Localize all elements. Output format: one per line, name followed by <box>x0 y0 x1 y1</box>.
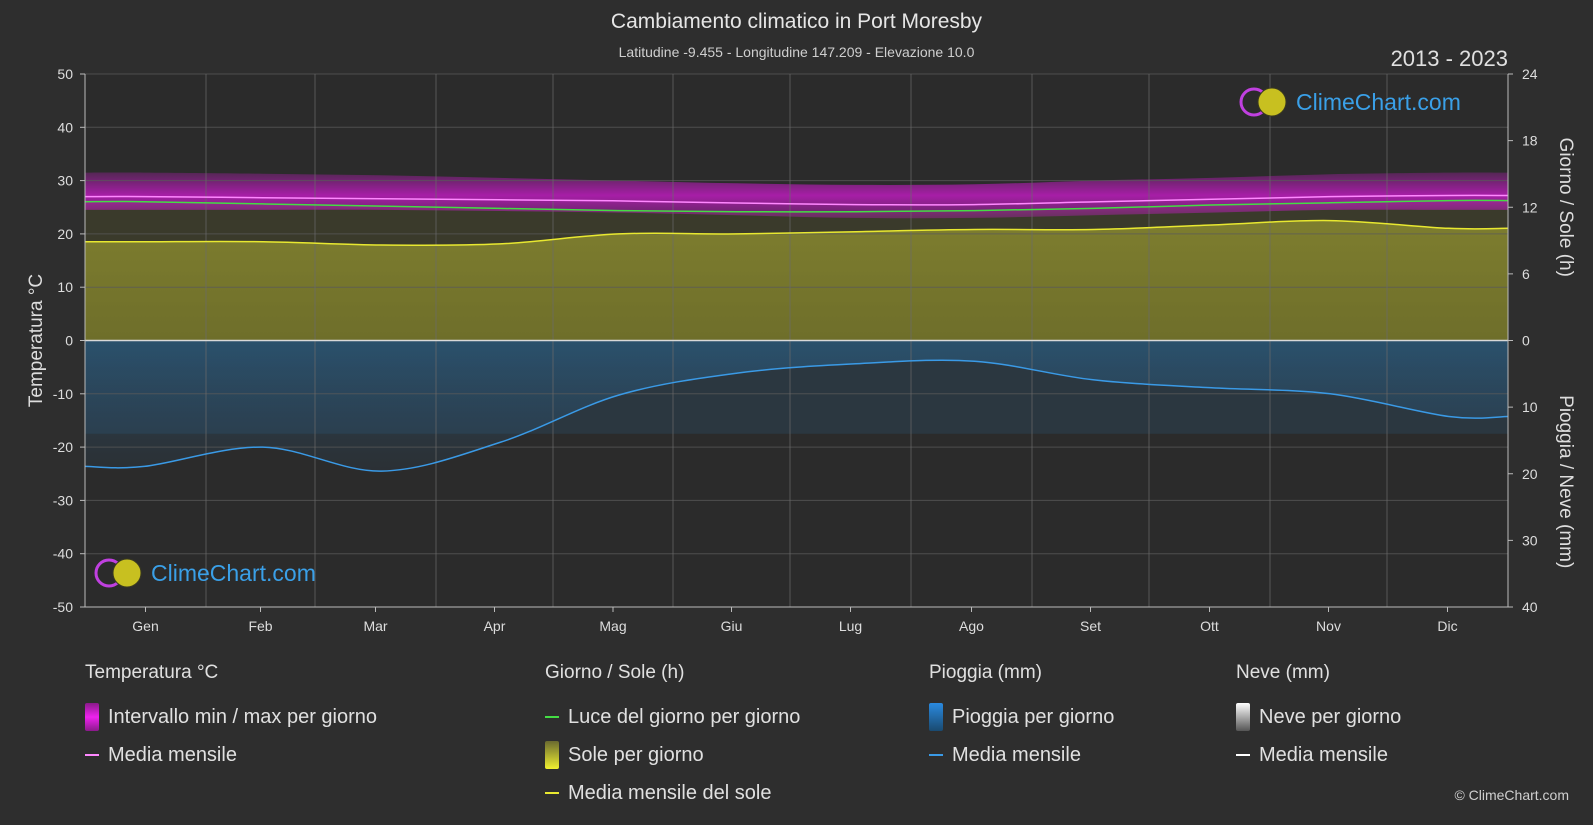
month-label: Dic <box>1437 618 1457 634</box>
legend-label: Pioggia per giorno <box>952 705 1115 728</box>
month-label: Gen <box>132 618 158 634</box>
tick-label-right-bottom: 40 <box>1522 599 1538 615</box>
tick-label-left: 0 <box>65 333 73 349</box>
legend-sun: Giorno / Sole (h) Luce del giorno per gi… <box>545 662 800 812</box>
daylight-fill <box>85 200 1508 341</box>
tick-label-left: 40 <box>57 119 73 135</box>
climate-chart: 50 40 30 20 10 0 -10 -20 -30 -40 -50 24 18 12 6 0 10 20 30… <box>26 66 1576 634</box>
tick-label-left: 10 <box>57 279 73 295</box>
legend-item-snow-mean: Media mensile <box>1236 736 1401 774</box>
tick-label-left: -20 <box>53 439 73 455</box>
swatch-block <box>545 741 559 769</box>
series-lines <box>84 194 1509 472</box>
sun-mean-line <box>85 219 1509 247</box>
legend-heading: Pioggia (mm) <box>929 662 1042 683</box>
y-axis-left-title: Temperatura °C <box>26 274 47 407</box>
rain-fill-top <box>85 340 1508 434</box>
month-label: Lug <box>839 618 862 634</box>
year-range: 2013 - 2023 <box>1390 46 1508 71</box>
tick-label-left: -10 <box>53 386 73 402</box>
tick-label-right-top: 6 <box>1522 266 1530 282</box>
y-axis-right-top-title: Giorno / Sole (h) <box>1555 138 1576 277</box>
legend-label: Media mensile <box>1259 743 1388 766</box>
tick-label-right-top: 12 <box>1522 199 1538 215</box>
legend-label: Neve per giorno <box>1259 705 1402 728</box>
y-axis-right-bottom-title: Pioggia / Neve (mm) <box>1555 395 1576 568</box>
month-label: Ott <box>1200 618 1219 634</box>
legend-item-temp-range: Intervallo min / max per giorno <box>85 698 377 736</box>
copyright: © ClimeChart.com <box>1454 787 1569 803</box>
tick-label-right-top: 0 <box>1522 333 1530 349</box>
axes: 50 40 30 20 10 0 -10 -20 -30 -40 -50 24 18 12 6 0 10 20 30… <box>26 66 1576 634</box>
tick-label-right-bottom: 20 <box>1522 466 1538 482</box>
month-label: Mag <box>599 618 626 634</box>
month-label: Set <box>1080 618 1101 634</box>
rain-mean-line <box>84 359 1509 472</box>
legend-heading: Temperatura °C <box>85 662 219 683</box>
chart-title: Cambiamento climatico in Port Moresby <box>610 10 983 33</box>
tick-label-left: -50 <box>53 599 73 615</box>
tick-label-left: -40 <box>53 546 73 562</box>
daylight-line <box>84 199 1509 213</box>
tick-label-right-bottom: 10 <box>1522 399 1538 415</box>
climechart-logo-icon <box>1239 87 1287 117</box>
legend-item-rain-mean: Media mensile <box>929 736 1114 774</box>
chart-subtitle: Latitudine -9.455 - Longitudine 147.209 … <box>618 44 975 60</box>
legend-label: Media mensile <box>952 743 1081 766</box>
tick-label-right-top: 24 <box>1522 66 1538 82</box>
swatch-line <box>929 754 943 756</box>
swatch-block <box>1236 703 1250 731</box>
swatch-line <box>85 754 99 756</box>
month-label: Nov <box>1316 618 1341 634</box>
swatch-line <box>545 792 559 794</box>
month-label: Ago <box>959 618 984 634</box>
swatch-line <box>545 716 559 718</box>
month-label: Giu <box>721 618 743 634</box>
legend-heading: Giorno / Sole (h) <box>545 662 685 683</box>
tick-label-left: 50 <box>57 66 73 82</box>
tick-label-left: -30 <box>53 492 73 508</box>
logo-text: ClimeChart.com <box>151 559 316 586</box>
logo-text: ClimeChart.com <box>1296 88 1461 115</box>
legend-label: Intervallo min / max per giorno <box>108 705 378 728</box>
legend-item-rain: Pioggia per giorno <box>929 698 1114 736</box>
legend-temperature: Temperatura °C Intervallo min / max per … <box>85 662 377 774</box>
legend-label: Sole per giorno <box>568 743 704 766</box>
month-label: Mar <box>363 618 387 634</box>
tick-label-right-bottom: 30 <box>1522 532 1538 548</box>
swatch-block <box>85 703 99 731</box>
logo-top: ClimeChart.com <box>1238 86 1461 118</box>
logo-bottom: ClimeChart.com <box>93 557 316 589</box>
legend-item-snow: Neve per giorno <box>1236 698 1401 736</box>
climechart-logo-icon <box>94 558 142 588</box>
temp-mean-line <box>84 194 1509 206</box>
legend-item-sun: Sole per giorno <box>545 736 800 774</box>
month-label: Apr <box>484 618 506 634</box>
legend-snow: Neve (mm) Neve per giorno Media mensile <box>1236 662 1401 774</box>
legend-label: Media mensile del sole <box>568 781 772 804</box>
legend-item-sun-mean: Media mensile del sole <box>545 774 800 812</box>
tick-label-left: 20 <box>57 226 73 242</box>
rain-fill <box>85 340 1508 472</box>
legend-rain: Pioggia (mm) Pioggia per giorno Media me… <box>929 662 1114 774</box>
swatch-block <box>929 703 943 731</box>
tick-label-right-top: 18 <box>1522 133 1538 149</box>
swatch-line <box>1236 754 1250 756</box>
legend-item-daylight: Luce del giorno per giorno <box>545 698 800 736</box>
sun-fill <box>85 220 1508 341</box>
legend-label: Luce del giorno per giorno <box>568 705 801 728</box>
legend-item-temp-mean: Media mensile <box>85 736 377 774</box>
legend-heading: Neve (mm) <box>1236 662 1330 683</box>
legend-label: Media mensile <box>108 743 237 766</box>
month-label: Feb <box>248 618 272 634</box>
tick-label-left: 30 <box>57 173 73 189</box>
